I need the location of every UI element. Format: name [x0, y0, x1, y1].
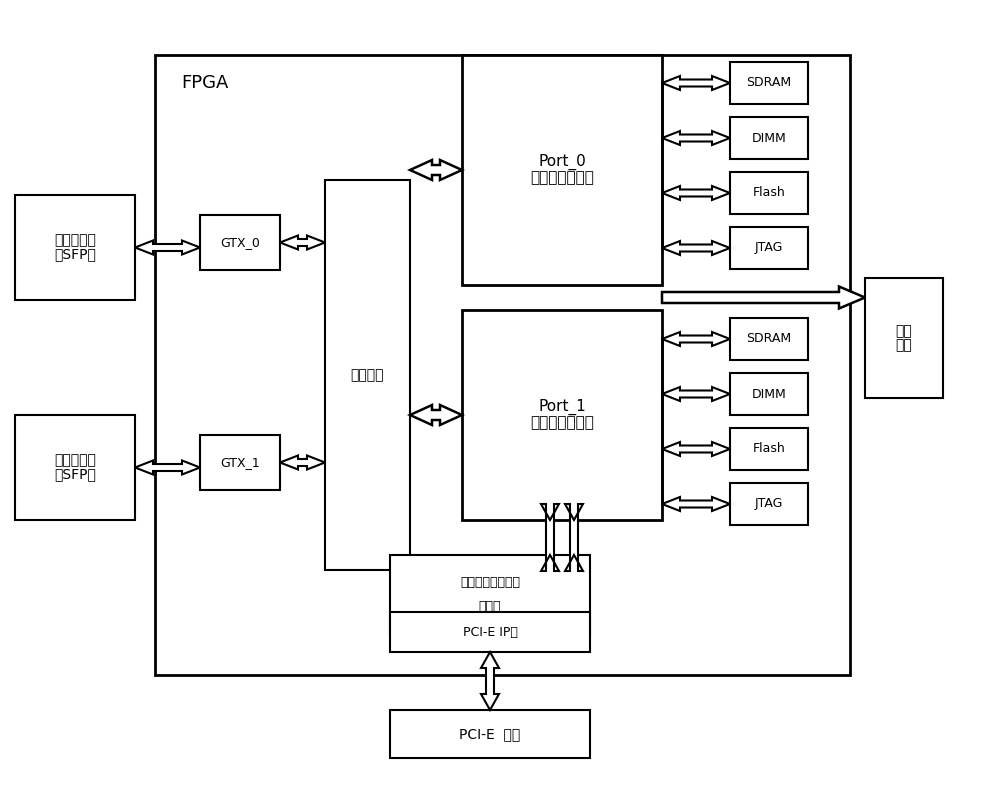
Bar: [325, 180, 410, 570]
Polygon shape: [662, 442, 730, 456]
Text: 裁逻辑: 裁逻辑: [479, 600, 501, 613]
Bar: [155, 55, 850, 675]
Bar: [390, 612, 590, 652]
Text: SDRAM: SDRAM: [746, 77, 792, 89]
Polygon shape: [135, 240, 200, 255]
Bar: [200, 435, 280, 490]
Polygon shape: [410, 160, 462, 180]
Text: （SFP）: （SFP）: [54, 467, 96, 481]
Polygon shape: [662, 387, 730, 401]
Text: Flash: Flash: [753, 442, 785, 455]
Text: PCI-E IP核: PCI-E IP核: [463, 625, 517, 638]
Polygon shape: [662, 241, 730, 255]
Text: 第一主逻辑模块: 第一主逻辑模块: [530, 170, 594, 185]
Text: JTAG: JTAG: [755, 497, 783, 510]
Text: GTX_0: GTX_0: [220, 236, 260, 249]
Text: DIMM: DIMM: [752, 131, 786, 144]
Bar: [390, 710, 590, 758]
Text: GTX_1: GTX_1: [220, 456, 260, 469]
Polygon shape: [662, 131, 730, 145]
Polygon shape: [662, 332, 730, 346]
Polygon shape: [662, 497, 730, 511]
Text: DIMM: DIMM: [752, 388, 786, 401]
Polygon shape: [135, 460, 200, 475]
Text: PCI-E  总线: PCI-E 总线: [459, 727, 521, 741]
Polygon shape: [541, 504, 559, 571]
Text: 路由模块: 路由模块: [351, 368, 384, 382]
Polygon shape: [662, 286, 865, 309]
Bar: [730, 117, 808, 159]
Bar: [865, 278, 943, 398]
Text: 光模块接口: 光模块接口: [54, 234, 96, 247]
Polygon shape: [280, 235, 325, 250]
Bar: [730, 227, 808, 269]
Bar: [462, 310, 662, 520]
Text: 接口: 接口: [896, 338, 912, 352]
Text: Port_1: Port_1: [538, 399, 586, 415]
Bar: [15, 195, 135, 300]
Bar: [15, 415, 135, 520]
Text: JTAG: JTAG: [755, 242, 783, 255]
Polygon shape: [565, 504, 583, 571]
Polygon shape: [662, 186, 730, 200]
Text: 光模块接口: 光模块接口: [54, 454, 96, 467]
Text: Port_0: Port_0: [538, 154, 586, 170]
Bar: [730, 62, 808, 104]
Bar: [730, 483, 808, 525]
Polygon shape: [280, 455, 325, 470]
Text: 扩展: 扩展: [896, 324, 912, 338]
Bar: [390, 555, 590, 635]
Bar: [730, 172, 808, 214]
Polygon shape: [410, 405, 462, 425]
Text: 通道数据缓冲及仲: 通道数据缓冲及仲: [460, 576, 520, 589]
Bar: [730, 373, 808, 415]
Polygon shape: [481, 652, 499, 710]
Bar: [730, 318, 808, 360]
Text: 第二主逻辑模块: 第二主逻辑模块: [530, 415, 594, 430]
Bar: [200, 215, 280, 270]
Text: （SFP）: （SFP）: [54, 247, 96, 261]
Bar: [462, 55, 662, 285]
Text: FPGA: FPGA: [181, 74, 229, 92]
Bar: [730, 428, 808, 470]
Text: Flash: Flash: [753, 186, 785, 200]
Text: SDRAM: SDRAM: [746, 333, 792, 346]
Polygon shape: [662, 76, 730, 90]
